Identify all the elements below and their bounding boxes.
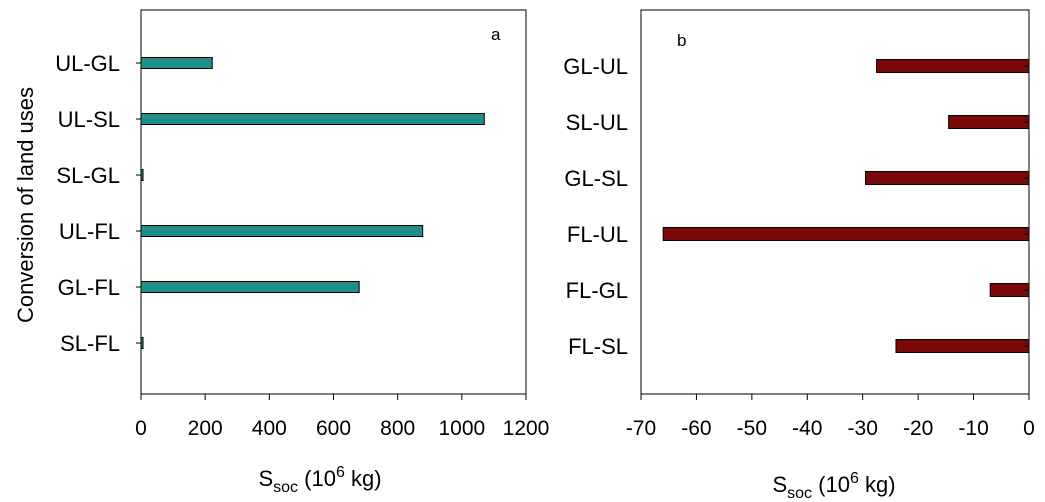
- panel-b-plot-area: [640, 9, 1030, 395]
- bar-sl-fl: [140, 337, 144, 349]
- bar-ul-gl: [140, 57, 213, 69]
- x-tick-label: -30: [848, 417, 878, 440]
- x-tick-label: 400: [252, 417, 287, 440]
- panel-b-x-axis-title: Ssoc (106 kg): [772, 470, 895, 502]
- bar-fl-ul: [662, 227, 1030, 241]
- bar-fl-sl: [895, 339, 1030, 353]
- x-tick-label: 200: [188, 417, 223, 440]
- bar-gl-sl: [864, 171, 1030, 185]
- panel-b-x-ticks: -70 -60 -50 -40 -30 -20 -10 0: [626, 65, 1035, 440]
- panel-a-category-labels: UL-GL UL-SL SL-GL UL-FL GL-FL SL-FL: [55, 51, 120, 356]
- x-tick-label: -60: [681, 417, 711, 440]
- category-label-gl-fl: GL-FL: [58, 275, 120, 300]
- x-tick-label: -10: [958, 417, 988, 440]
- bar-ul-fl: [140, 225, 424, 237]
- category-label-gl-ul: GL-UL: [563, 54, 628, 79]
- category-label-sl-gl: SL-GL: [56, 163, 120, 188]
- category-label-ul-sl: UL-SL: [58, 107, 120, 132]
- bar-sl-gl: [140, 169, 144, 181]
- x-tick-label: -20: [903, 417, 933, 440]
- bar-gl-ul: [876, 59, 1030, 73]
- panel-b-category-labels: GL-UL SL-UL GL-SL FL-UL FL-GL FL-SL: [563, 54, 628, 359]
- x-tick-label: -50: [737, 417, 767, 440]
- category-label-ul-fl: UL-FL: [59, 219, 120, 244]
- x-tick-label: -70: [626, 417, 656, 440]
- x-tick-label: 1000: [438, 417, 485, 440]
- bar-gl-fl: [140, 281, 360, 293]
- x-tick-label: 800: [380, 417, 415, 440]
- category-label-gl-sl: GL-SL: [564, 166, 628, 191]
- panel-a-x-axis-title: Ssoc (106 kg): [258, 464, 381, 496]
- panel-b-label: b: [677, 31, 686, 50]
- bar-ul-sl: [140, 113, 485, 125]
- panel-b: GL-UL SL-UL GL-SL FL-UL FL-GL FL-SL -70 -60 -50…: [563, 9, 1035, 502]
- category-label-fl-sl: FL-SL: [568, 334, 628, 359]
- category-label-sl-fl: SL-FL: [60, 331, 120, 356]
- panel-b-bars: [662, 59, 1030, 353]
- panel-a: UL-GL UL-SL SL-GL UL-FL GL-FL SL-FL 0 200 400 60…: [13, 9, 550, 496]
- bar-fl-gl: [989, 283, 1030, 297]
- x-tick-label: 0: [135, 417, 147, 440]
- x-tick-label: 600: [316, 417, 351, 440]
- panel-a-y-axis-title: Conversion of land uses: [13, 87, 38, 323]
- x-tick-label: -40: [792, 417, 822, 440]
- panel-a-plot-area: [140, 9, 527, 395]
- panel-a-label: a: [491, 25, 501, 44]
- category-label-fl-ul: FL-UL: [567, 222, 628, 247]
- panel-a-x-ticks: 0 200 400 600 800 1000 1200: [135, 62, 550, 440]
- category-label-ul-gl: UL-GL: [55, 51, 120, 76]
- category-label-fl-gl: FL-GL: [566, 278, 628, 303]
- x-tick-label: 0: [1023, 417, 1035, 440]
- x-tick-label: 1200: [503, 417, 550, 440]
- category-label-sl-ul: SL-UL: [566, 110, 628, 135]
- bar-sl-ul: [948, 115, 1030, 129]
